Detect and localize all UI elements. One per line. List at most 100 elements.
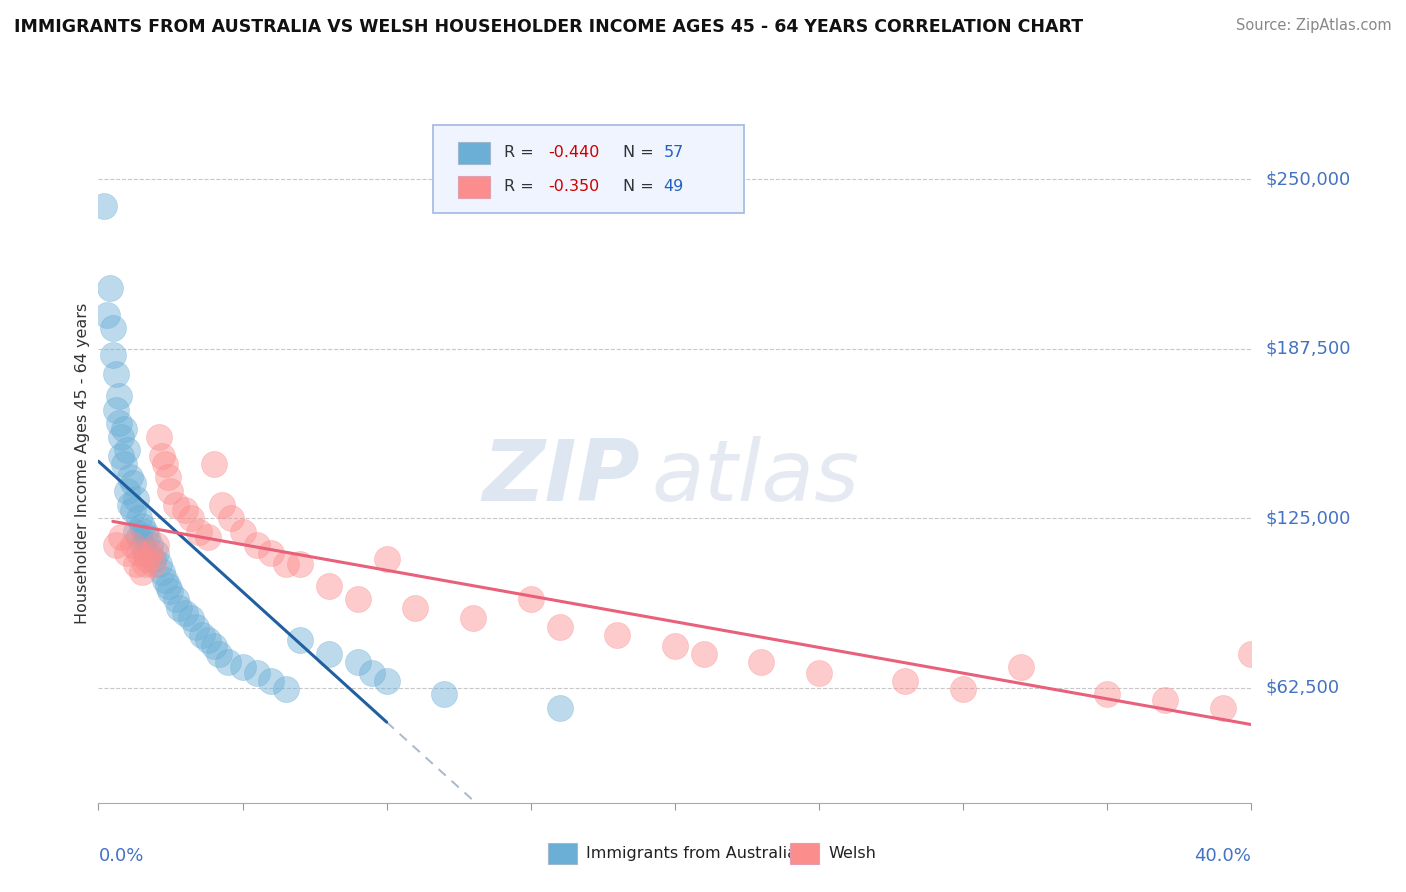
Text: N =: N =: [623, 179, 659, 194]
Point: [139, 546, 162, 560]
Point: [125, 492, 148, 507]
Point: [139, 538, 162, 552]
Point: [136, 530, 159, 544]
Point: [180, 611, 202, 625]
Point: [208, 647, 231, 661]
Point: [167, 600, 190, 615]
Point: [197, 633, 219, 648]
FancyBboxPatch shape: [433, 125, 744, 213]
Point: [101, 321, 124, 335]
Bar: [548, 844, 576, 863]
Point: [159, 584, 181, 599]
Point: [136, 551, 159, 566]
Point: [807, 665, 830, 680]
Point: [148, 430, 170, 444]
Point: [107, 389, 129, 403]
Point: [98, 280, 121, 294]
Bar: [790, 844, 818, 863]
Point: [274, 681, 297, 696]
Text: atlas: atlas: [652, 436, 860, 519]
Point: [153, 574, 176, 588]
Point: [188, 524, 211, 539]
Text: $187,500: $187,500: [1265, 340, 1351, 358]
Point: [131, 519, 153, 533]
Text: 57: 57: [664, 145, 683, 161]
Text: 49: 49: [664, 179, 683, 194]
Point: [174, 503, 197, 517]
Point: [112, 457, 135, 471]
Text: R =: R =: [505, 179, 538, 194]
Point: [202, 457, 225, 471]
Point: [231, 660, 254, 674]
Point: [461, 611, 484, 625]
Point: [125, 524, 148, 539]
Point: [346, 592, 368, 607]
Point: [433, 687, 456, 701]
Point: [1212, 701, 1234, 715]
Point: [318, 579, 340, 593]
Point: [693, 647, 716, 661]
Point: [751, 655, 773, 669]
Y-axis label: Householder Income Ages 45 - 64 years: Householder Income Ages 45 - 64 years: [75, 303, 90, 624]
Point: [952, 681, 974, 696]
Point: [117, 546, 138, 560]
Text: IMMIGRANTS FROM AUSTRALIA VS WELSH HOUSEHOLDER INCOME AGES 45 - 64 YEARS CORRELA: IMMIGRANTS FROM AUSTRALIA VS WELSH HOUSE…: [14, 18, 1083, 36]
Point: [117, 443, 138, 458]
Point: [290, 557, 312, 571]
Point: [548, 701, 571, 715]
Point: [159, 483, 181, 498]
Point: [548, 619, 571, 633]
Point: [134, 557, 156, 571]
Point: [197, 530, 219, 544]
Point: [142, 557, 165, 571]
Point: [231, 524, 254, 539]
Text: $125,000: $125,000: [1265, 509, 1351, 527]
Point: [217, 655, 239, 669]
Point: [606, 628, 628, 642]
Text: $250,000: $250,000: [1265, 170, 1351, 188]
Point: [156, 470, 179, 484]
Point: [107, 416, 129, 430]
Point: [405, 600, 427, 615]
Point: [274, 557, 297, 571]
Point: [110, 430, 132, 444]
Point: [93, 199, 115, 213]
Text: $62,500: $62,500: [1265, 679, 1340, 697]
Point: [122, 475, 145, 490]
Point: [361, 665, 384, 680]
Point: [1010, 660, 1032, 674]
Text: -0.350: -0.350: [548, 179, 599, 194]
Point: [153, 457, 176, 471]
Point: [165, 592, 187, 607]
Point: [128, 546, 150, 560]
Point: [145, 546, 167, 560]
Text: Welsh: Welsh: [828, 847, 876, 861]
Point: [894, 673, 917, 688]
Point: [260, 546, 283, 560]
Point: [128, 511, 150, 525]
Point: [1153, 692, 1175, 706]
Point: [191, 628, 214, 642]
Bar: [458, 142, 491, 164]
Point: [219, 511, 242, 525]
Point: [186, 619, 208, 633]
Point: [156, 579, 179, 593]
Point: [260, 673, 283, 688]
Point: [202, 639, 225, 653]
Point: [246, 538, 269, 552]
Point: [180, 511, 202, 525]
Point: [104, 402, 127, 417]
Point: [131, 538, 153, 552]
Point: [211, 498, 233, 512]
Point: [1240, 647, 1263, 661]
Point: [134, 546, 156, 560]
Point: [246, 665, 269, 680]
Point: [117, 483, 138, 498]
Point: [375, 551, 398, 566]
Point: [290, 633, 312, 648]
Point: [346, 655, 368, 669]
Text: -0.440: -0.440: [548, 145, 599, 161]
Point: [131, 566, 153, 580]
Point: [145, 538, 167, 552]
Point: [110, 449, 132, 463]
